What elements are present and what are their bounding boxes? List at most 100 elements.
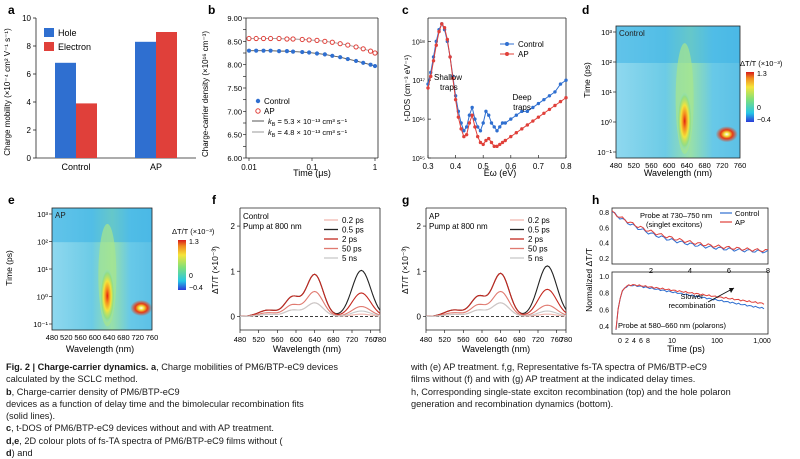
data-point-ap [329, 39, 335, 45]
data-point-control [314, 51, 320, 56]
caption-line: b, Charge-carrier density of PM6/BTP-eC9 [6, 386, 180, 397]
x-axis-label: Eω (eV) [484, 168, 517, 178]
x-tick-label: 10 [668, 338, 676, 345]
y-axis-label: Normalized ΔT/T [584, 248, 594, 312]
caption-right: with (e) AP treatment. f,g, Representati… [411, 361, 795, 410]
heatmap-label: Control [619, 29, 645, 38]
caption-line: (solid lines). [6, 411, 56, 422]
x-tick-label: 760 [146, 333, 159, 342]
heatmap-peak-main [677, 92, 692, 151]
legend-label: 5 ns [342, 254, 357, 263]
annotation-slower: Slower [681, 292, 704, 301]
x-tick-label: 0.4 [450, 162, 462, 171]
x-tick-label: 640 [494, 335, 507, 344]
y-tick-label: 10⁰ [37, 293, 48, 302]
x-tick-label: 0.6 [505, 162, 517, 171]
panel-d: d Time (ps) Wavelength (nm) Control 480 52… [582, 3, 783, 178]
data-point-ap [475, 134, 480, 139]
x-tick-label: 720 [346, 335, 359, 344]
x-tick-label: 2 [625, 338, 629, 345]
legend-label: 50 ps [528, 245, 548, 254]
polaron-trace [615, 284, 765, 330]
data-point-ap [547, 107, 552, 112]
x-tick-label: 780 [374, 335, 387, 344]
data-point-control [473, 117, 477, 121]
y-tick-label: 0 [231, 312, 236, 321]
data-point-control [345, 56, 350, 62]
y-tick-label: 10¹⁶ [412, 117, 425, 124]
x-tick-label: 760 [550, 335, 563, 344]
x-axis-label: Time (μs) [293, 168, 331, 178]
annotation-sample: Control [243, 212, 269, 221]
legend-label: 50 ps [342, 245, 362, 254]
data-point-ap [276, 35, 282, 42]
x-tick-label: 0 [618, 338, 622, 345]
data-point-control [481, 121, 485, 125]
panel-letter: c [402, 3, 409, 17]
y-tick-label: 7.00 [227, 107, 242, 116]
x-axis-label: Wavelength (nm) [66, 344, 134, 354]
data-point-ap [498, 142, 502, 147]
caption-line: films without (f) and with (g) AP treatm… [411, 374, 696, 385]
data-point-ap [456, 115, 461, 119]
y-tick-label: 10⁻¹ [33, 320, 48, 329]
x-tick-label: 1 [373, 163, 378, 172]
data-point-control [509, 117, 513, 121]
x-tick-label: 480 [610, 161, 623, 170]
data-point-control [268, 48, 273, 53]
x-tick-label: 760 [364, 335, 377, 344]
x-tick-label: 0.7 [533, 162, 545, 171]
data-point-ap [360, 46, 366, 52]
data-point-ap [267, 35, 274, 42]
colorbar-min: −0.4 [757, 117, 771, 124]
data-point-control [484, 109, 488, 114]
caption-line: h, Corresponding single-state exciton re… [411, 386, 731, 397]
x-tick-label: 720 [716, 161, 729, 170]
panel-h: h Normalized ΔT/T Time (ps) 0.2 0.4 0.6 0.8… [584, 193, 771, 354]
legend-label: Control [518, 40, 544, 49]
y-axis-label: ΔT/T (×10⁻³) [210, 246, 220, 294]
data-point-ap [437, 29, 441, 34]
x-tick-label: 0.3 [422, 162, 434, 171]
data-point-ap [260, 35, 267, 42]
y-tick-label: 0.6 [599, 225, 609, 232]
data-point-control [322, 52, 327, 57]
data-point-control [520, 109, 524, 114]
data-point-control [300, 49, 305, 55]
data-point-control [489, 121, 494, 125]
panel-letter: e [8, 193, 15, 207]
y-tick-label: 10⁰ [601, 118, 612, 127]
panel-letter: h [592, 193, 599, 207]
data-point-control [284, 49, 290, 54]
annotation-pump: Pump at 800 nm [243, 222, 302, 231]
x-tick-label: 560 [457, 335, 470, 344]
data-point-ap [337, 41, 343, 47]
panel-letter: g [402, 193, 409, 207]
legend-label: kB = 4.8 × 10⁻¹³ cm³ s⁻¹ [268, 128, 348, 139]
x-tick-label: 600 [476, 335, 489, 344]
x-tick-label: 480 [420, 335, 433, 344]
x-tick-label: 680 [698, 161, 711, 170]
x-tick-label: 600 [290, 335, 303, 344]
plot-frame-bottom [611, 271, 769, 335]
y-tick-label: 10¹⁷ [412, 78, 425, 85]
data-point-ap [478, 140, 483, 145]
panel-f: f ΔT/T (×10⁻³) Wavelength (nm) 0 1 2 480 520… [210, 193, 386, 354]
x-tick-label: 640 [681, 161, 694, 170]
data-point-ap [345, 42, 351, 48]
legend-swatch [44, 42, 54, 51]
x-tick-label: 560 [645, 161, 658, 170]
data-point-ap [492, 144, 496, 149]
x-tick-label: 780 [560, 335, 573, 344]
y-tick-label: 10⁻¹ [597, 148, 612, 157]
data-point-ap [367, 48, 374, 54]
x-tick-label: 2 [649, 266, 653, 275]
data-point-ap [553, 103, 557, 108]
x-tick-label: 520 [60, 333, 73, 342]
legend-label: Electron [58, 42, 91, 52]
x-tick-label: 0.01 [241, 163, 257, 172]
data-point-control [536, 101, 541, 106]
data-point-control [353, 58, 359, 64]
x-tick-label: 520 [627, 161, 640, 170]
data-point-control [498, 125, 502, 129]
